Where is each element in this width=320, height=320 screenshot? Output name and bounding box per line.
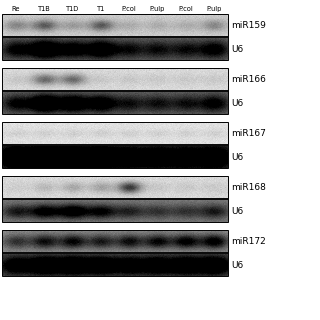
Text: P.ulp: P.ulp (150, 6, 165, 12)
Text: Re: Re (12, 6, 20, 12)
Text: T1D: T1D (66, 6, 79, 12)
Text: P.ulp: P.ulp (206, 6, 221, 12)
Text: T1: T1 (97, 6, 105, 12)
Text: U6: U6 (231, 99, 243, 108)
Bar (2, 14, 228, 60)
Text: T1B: T1B (38, 6, 51, 12)
Text: P.col: P.col (122, 6, 137, 12)
Text: miR159: miR159 (231, 20, 266, 29)
Bar (2, 230, 228, 276)
Text: U6: U6 (231, 206, 243, 215)
Text: U6: U6 (231, 153, 243, 162)
Text: miR172: miR172 (231, 236, 266, 245)
Text: U6: U6 (231, 260, 243, 269)
Text: miR167: miR167 (231, 129, 266, 138)
Text: miR168: miR168 (231, 182, 266, 191)
Bar (2, 68, 228, 114)
Bar (2, 176, 228, 222)
Bar (2, 122, 228, 168)
Text: miR166: miR166 (231, 75, 266, 84)
Text: U6: U6 (231, 44, 243, 53)
Text: P.col: P.col (178, 6, 193, 12)
